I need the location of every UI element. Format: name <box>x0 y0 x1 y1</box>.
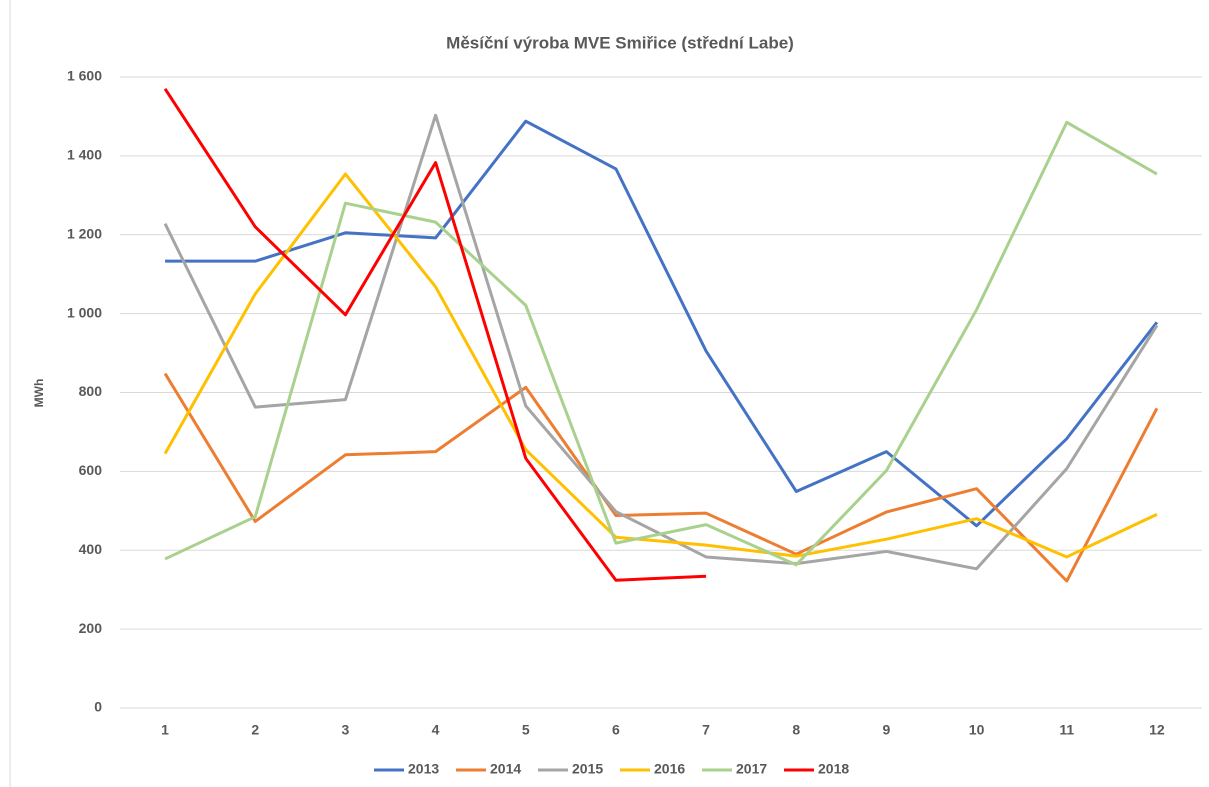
x-tick-label: 11 <box>1059 722 1074 738</box>
chart-title: Měsíční výroba MVE Smiřice (střední Labe… <box>446 33 794 52</box>
x-tick-label: 1 <box>161 722 169 738</box>
y-tick-label: 600 <box>79 462 103 478</box>
y-axis-label: MWh <box>32 379 46 408</box>
legend-label: 2013 <box>408 761 439 777</box>
x-tick-label: 2 <box>251 722 259 738</box>
series-line <box>163 372 1159 583</box>
y-tick-label: 1 600 <box>67 68 102 84</box>
series-line <box>164 120 1158 567</box>
legend-label: 2017 <box>736 761 767 777</box>
legend-label: 2018 <box>818 761 849 777</box>
x-tick-label: 5 <box>522 722 530 738</box>
series-line <box>163 88 707 582</box>
y-tick-label: 1 400 <box>67 147 102 163</box>
series-line <box>163 172 1158 559</box>
legend-label: 2016 <box>654 761 685 777</box>
x-tick-label: 6 <box>612 722 620 738</box>
y-tick-label: 800 <box>79 383 103 399</box>
x-tick-label: 9 <box>883 722 891 738</box>
legend-label: 2015 <box>572 761 603 777</box>
y-tick-label: 1 000 <box>67 304 102 320</box>
x-tick-label: 3 <box>342 722 350 738</box>
y-tick-label: 200 <box>79 620 103 636</box>
x-tick-label: 4 <box>432 722 440 738</box>
x-tick-label: 12 <box>1149 722 1165 738</box>
legend-label: 2014 <box>490 761 521 777</box>
y-tick-label: 400 <box>79 541 103 557</box>
y-tick-label: 1 200 <box>67 225 102 241</box>
x-tick-label: 8 <box>792 722 800 738</box>
x-tick-label: 7 <box>702 722 710 738</box>
series-line <box>165 119 1159 528</box>
series-line <box>163 113 1159 571</box>
y-tick-label: 0 <box>94 699 102 715</box>
x-tick-label: 10 <box>969 722 985 738</box>
